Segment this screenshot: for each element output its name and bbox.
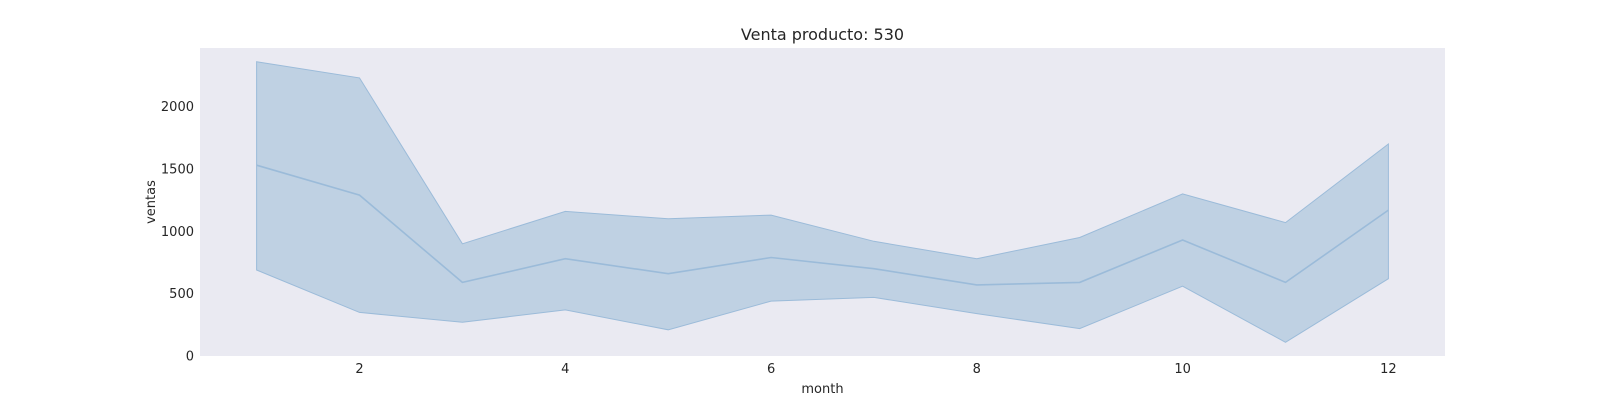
x-tick-label: 6	[767, 362, 775, 377]
x-tick-label: 4	[561, 362, 569, 377]
x-tick-label: 2	[355, 362, 363, 377]
y-axis-label: ventas	[144, 180, 159, 224]
y-tick-label: 1500	[161, 163, 194, 178]
y-tick-label: 1000	[161, 225, 194, 240]
x-tick-label: 10	[1174, 362, 1191, 377]
y-tick-label: 2000	[161, 100, 194, 115]
series-line	[256, 164, 1389, 286]
x-tick-label: 8	[973, 362, 981, 377]
y-axis-ticks: 0 500 1000 1500 2000	[161, 100, 194, 364]
series-line-layer	[256, 164, 1389, 286]
x-axis-label: month	[801, 382, 843, 397]
x-tick-label: 12	[1380, 362, 1397, 377]
y-tick-label: 500	[169, 287, 194, 302]
y-tick-label: 0	[186, 350, 194, 365]
chart-title: Venta producto: 530	[741, 25, 904, 44]
x-axis-ticks: 2 4 6 8 10 12	[355, 362, 1396, 377]
